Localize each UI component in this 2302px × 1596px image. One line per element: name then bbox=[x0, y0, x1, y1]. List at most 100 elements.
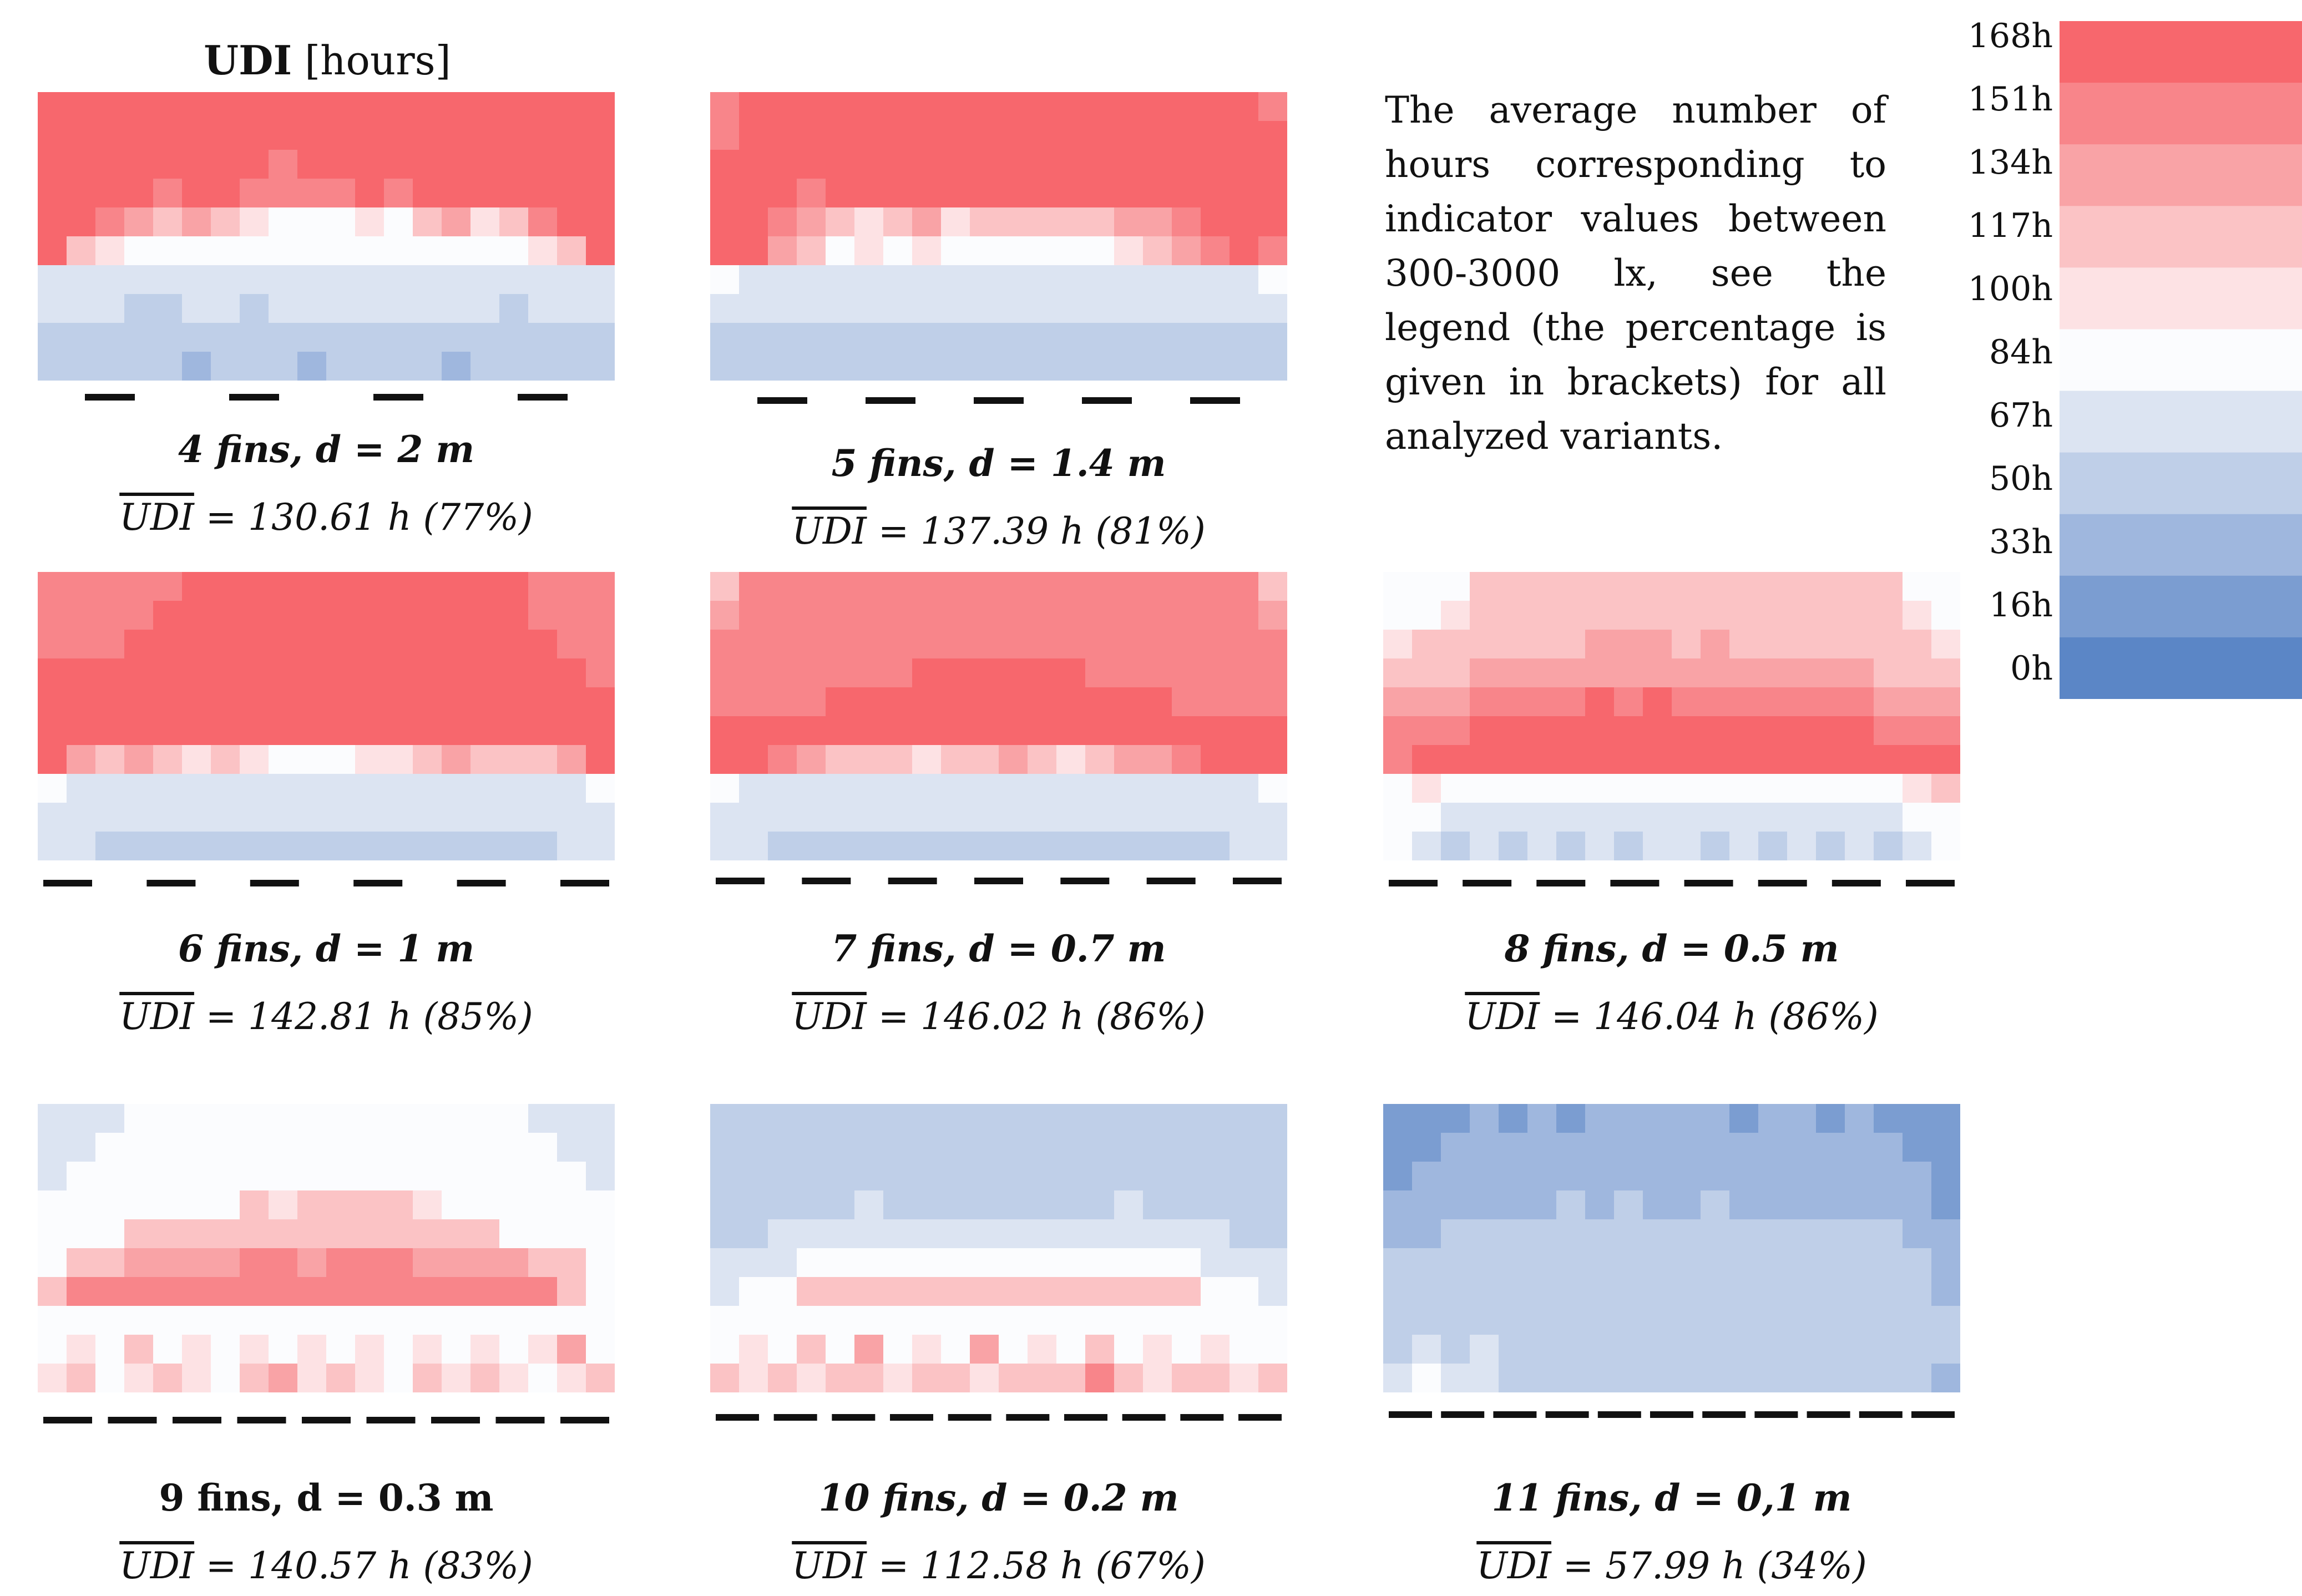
heatmap-cell bbox=[1729, 716, 1759, 746]
heatmap-cell bbox=[854, 1219, 884, 1249]
heatmap-cell bbox=[1643, 1277, 1672, 1306]
heatmap-cell bbox=[1701, 1219, 1730, 1249]
heatmap-cell bbox=[1258, 1277, 1287, 1306]
heatmap-cell bbox=[1441, 1133, 1470, 1162]
heatmap-cell bbox=[297, 207, 327, 237]
heatmap-cell bbox=[1383, 1335, 1413, 1364]
fin-marker bbox=[43, 1417, 92, 1423]
heatmap-cell bbox=[941, 630, 970, 659]
heatmap-panel bbox=[1383, 1104, 1960, 1392]
heatmap-cell bbox=[970, 150, 999, 179]
heatmap-cell bbox=[1085, 601, 1115, 630]
heatmap-cell bbox=[1258, 832, 1287, 860]
heatmap-cell bbox=[1787, 1190, 1817, 1220]
heatmap-cell bbox=[1085, 323, 1115, 352]
heatmap-cell bbox=[413, 121, 442, 150]
panel-title: 4 fins, d = 2 m bbox=[178, 428, 475, 471]
heatmap-cell bbox=[1441, 774, 1470, 803]
heatmap-cell bbox=[1787, 774, 1817, 803]
heatmap-cell bbox=[1258, 323, 1287, 352]
heatmap-cell bbox=[1143, 716, 1172, 746]
fin-marker bbox=[1832, 880, 1881, 886]
heatmap-cell bbox=[557, 265, 586, 295]
heatmap-cell bbox=[797, 294, 826, 323]
heatmap-cell bbox=[1056, 1364, 1086, 1392]
heatmap-cell bbox=[67, 236, 96, 266]
heatmap-cell bbox=[1230, 352, 1259, 381]
fin-marker bbox=[1684, 880, 1733, 886]
heatmap-cell bbox=[211, 1133, 240, 1162]
heatmap-cell bbox=[1729, 1219, 1759, 1249]
heatmap-cell bbox=[528, 1306, 558, 1335]
heatmap-cell bbox=[970, 352, 999, 381]
heatmap-cell bbox=[499, 774, 529, 803]
heatmap-cell bbox=[1085, 803, 1115, 832]
heatmap-cell bbox=[528, 1190, 558, 1220]
heatmap-cell bbox=[1441, 658, 1470, 688]
fin-marker bbox=[974, 878, 1023, 884]
heatmap-cell bbox=[528, 265, 558, 295]
heatmap-cell bbox=[1114, 1306, 1144, 1335]
heatmap-cell bbox=[1758, 1335, 1788, 1364]
heatmap-cell bbox=[297, 1162, 327, 1191]
heatmap-cell bbox=[999, 572, 1028, 601]
heatmap-cell bbox=[153, 92, 183, 121]
heatmap-cell bbox=[854, 236, 884, 266]
heatmap-cell bbox=[384, 236, 413, 266]
heatmap-cell bbox=[1701, 601, 1730, 630]
heatmap-cell bbox=[124, 572, 154, 601]
heatmap-cell bbox=[912, 774, 942, 803]
heatmap-cell bbox=[710, 207, 740, 237]
heatmap-cell bbox=[797, 1364, 826, 1392]
heatmap-cell bbox=[38, 1248, 67, 1278]
heatmap-cell bbox=[1556, 1104, 1586, 1133]
heatmap-cell bbox=[1643, 1104, 1672, 1133]
heatmap-cell bbox=[1701, 630, 1730, 659]
heatmap-cell bbox=[912, 236, 942, 266]
heatmap-cell bbox=[38, 265, 67, 295]
heatmap-cell bbox=[1143, 1306, 1172, 1335]
heatmap-cell bbox=[1556, 716, 1586, 746]
legend-label: 67h bbox=[1989, 396, 2053, 435]
heatmap-cell bbox=[941, 716, 970, 746]
heatmap-cell bbox=[38, 658, 67, 688]
heatmap-cell bbox=[1114, 1162, 1144, 1191]
heatmap-cell bbox=[1412, 1335, 1441, 1364]
heatmap-cell bbox=[1258, 572, 1287, 601]
heatmap-cell bbox=[38, 716, 67, 746]
heatmap-cell bbox=[1172, 236, 1201, 266]
heatmap-cell bbox=[999, 179, 1028, 208]
heatmap-cell bbox=[941, 572, 970, 601]
heatmap-cell bbox=[442, 1133, 471, 1162]
heatmap-cell bbox=[1845, 630, 1874, 659]
legend-swatch bbox=[2060, 329, 2302, 392]
heatmap-cell bbox=[528, 92, 558, 121]
heatmap-cell bbox=[999, 1219, 1028, 1249]
heatmap-cell bbox=[1172, 179, 1201, 208]
heatmap-cell bbox=[1085, 92, 1115, 121]
heatmap-cell bbox=[1816, 1219, 1845, 1249]
heatmap-cell bbox=[1527, 1277, 1557, 1306]
heatmap-cell bbox=[1787, 1248, 1817, 1278]
heatmap-cell bbox=[1441, 1248, 1470, 1278]
legend-swatch bbox=[2060, 144, 2302, 207]
heatmap-cell bbox=[67, 1190, 96, 1220]
heatmap-cell bbox=[297, 236, 327, 266]
heatmap-cell bbox=[1412, 1306, 1441, 1335]
heatmap-cell bbox=[797, 687, 826, 717]
heatmap-cell bbox=[970, 601, 999, 630]
heatmap-cell bbox=[38, 1277, 67, 1306]
heatmap-cell bbox=[499, 121, 529, 150]
heatmap-cell bbox=[854, 572, 884, 601]
heatmap-cell bbox=[240, 774, 269, 803]
heatmap-cell bbox=[1258, 1306, 1287, 1335]
heatmap-cell bbox=[1201, 745, 1230, 774]
heatmap-cell bbox=[1412, 1190, 1441, 1220]
heatmap-cell bbox=[1787, 630, 1817, 659]
heatmap-cell bbox=[1085, 1104, 1115, 1133]
heatmap-cell bbox=[1383, 1133, 1413, 1162]
heatmap-cell bbox=[1903, 716, 1932, 746]
heatmap-cell bbox=[1258, 601, 1287, 630]
heatmap-cell bbox=[941, 265, 970, 295]
fin-marker bbox=[1536, 880, 1586, 886]
